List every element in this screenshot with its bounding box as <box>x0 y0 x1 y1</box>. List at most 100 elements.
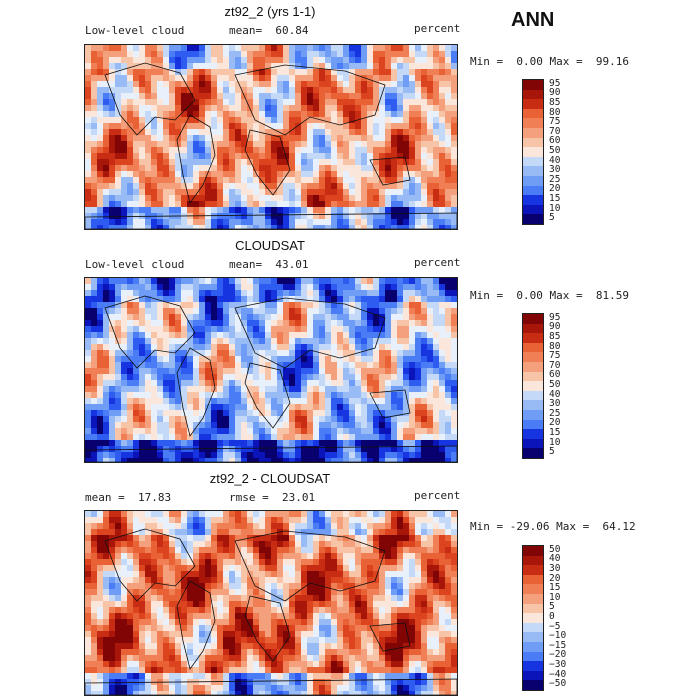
global-map <box>84 277 458 463</box>
colorbar-tick-label: 20 <box>549 417 561 429</box>
colorbar-tick-label: 25 <box>549 173 561 185</box>
colorbar-swatch <box>523 641 543 652</box>
colorbar-tick-label: 5 <box>549 446 555 458</box>
units-label: percent <box>414 256 461 269</box>
coastline <box>104 62 196 136</box>
colorbar-tick-label: 30 <box>549 398 561 410</box>
colorbar-tick-label: −5 <box>549 620 561 632</box>
colorbar-swatch <box>523 333 543 343</box>
colorbar-swatch <box>523 89 543 100</box>
variable-label: Low-level cloud <box>85 24 185 37</box>
colorbar-tick-label: −50 <box>549 678 567 690</box>
colorbar-tick-label: 5 <box>549 601 555 613</box>
colorbar-swatch <box>523 400 543 410</box>
mean-label: mean= 60.84 <box>229 24 309 37</box>
colorbar-tick-label: 15 <box>549 427 561 438</box>
global-map <box>84 44 458 230</box>
colorbar-swatch <box>523 409 543 420</box>
coastline <box>244 362 291 429</box>
colorbar-swatch <box>523 147 543 157</box>
min-max-readout: Min = 0.00 Max = 99.16 <box>470 55 629 68</box>
colorbar-tick-label: 40 <box>549 154 561 166</box>
colorbar-tick-label: 20 <box>549 183 561 195</box>
colorbar-swatch <box>523 137 543 148</box>
colorbar-swatch <box>523 555 543 566</box>
coastline <box>244 595 291 662</box>
coastline <box>104 295 196 369</box>
map-field <box>85 278 457 462</box>
colorbar-swatch <box>523 185 543 196</box>
map-field <box>85 45 457 229</box>
colorbar-tick-label: −30 <box>549 659 567 670</box>
colorbar-swatch <box>523 371 543 382</box>
colorbar-swatch <box>523 314 543 324</box>
colorbar-swatch <box>523 175 543 186</box>
colorbar-tick-label: 25 <box>549 407 561 419</box>
mean-label: mean = 17.83 <box>85 491 172 504</box>
colorbar-swatch <box>523 613 543 623</box>
colorbar-swatch <box>523 448 543 458</box>
colorbar-tick-label: 70 <box>549 359 561 371</box>
colorbar-swatch <box>523 661 543 671</box>
colorbar-tick-label: 5 <box>549 212 555 224</box>
variable-label: Low-level cloud <box>85 258 185 271</box>
colorbar-swatch <box>523 342 543 353</box>
colorbar-tick-label: −10 <box>549 630 567 642</box>
colorbar-tick-label: 10 <box>549 202 561 214</box>
min-max-readout: Min = -29.06 Max = 64.12 <box>470 520 636 533</box>
rmse-label: rmse = 23.01 <box>229 491 316 504</box>
panel-title: CLOUDSAT <box>235 238 305 253</box>
colorbar-swatch <box>523 390 543 401</box>
colorbar-tick-label: 50 <box>549 145 561 156</box>
mean-label: mean= 43.01 <box>229 258 309 271</box>
colorbar-swatch <box>523 670 543 681</box>
colorbar-tick-label: 70 <box>549 125 561 137</box>
coastline <box>234 530 386 602</box>
colorbar-tick-label: 95 <box>549 77 561 89</box>
colorbar-tick-label: 60 <box>549 369 561 381</box>
colorbar-swatch <box>523 622 543 633</box>
colorbar <box>522 313 544 459</box>
coastline <box>176 347 216 437</box>
coastline <box>176 580 216 670</box>
colorbar-ticks: 95 90 85 80 75 70 60 50 40 30 25 20 15 10 5 <box>549 77 589 224</box>
colorbar-swatch <box>523 632 543 642</box>
coastline <box>104 528 196 602</box>
colorbar-tick-label: 10 <box>549 591 561 603</box>
panel-title: zt92_2 - CLOUDSAT <box>209 471 331 486</box>
colorbar-swatch <box>523 323 543 334</box>
colorbar-tick-label: 75 <box>549 350 561 362</box>
colorbar-swatch <box>523 593 543 604</box>
colorbar-swatch <box>523 156 543 167</box>
min-max-readout: Min = 0.00 Max = 81.59 <box>470 289 629 302</box>
units-label: percent <box>414 489 461 502</box>
colorbar-tick-label: 0 <box>549 611 555 622</box>
colorbar-swatch <box>523 419 543 430</box>
colorbar-swatch <box>523 108 543 119</box>
colorbar-swatch <box>523 680 543 690</box>
colorbar-tick-label: 50 <box>549 543 561 555</box>
colorbar-ticks: 95 90 85 80 75 70 60 50 40 30 25 20 15 10 5 <box>549 311 589 458</box>
colorbar-tick-label: 80 <box>549 340 561 352</box>
colorbar-tick-label: 90 <box>549 321 561 333</box>
colorbar-swatch <box>523 574 543 585</box>
colorbar-swatch <box>523 438 543 449</box>
colorbar-swatch <box>523 381 543 391</box>
coastline <box>85 445 457 462</box>
colorbar-swatch <box>523 127 543 138</box>
colorbar <box>522 545 544 691</box>
colorbar-tick-label: 95 <box>549 311 561 323</box>
coastline <box>234 297 386 369</box>
coastline <box>369 156 411 186</box>
colorbar-swatch <box>523 204 543 215</box>
coastline <box>369 622 411 652</box>
colorbar-tick-label: 50 <box>549 379 561 390</box>
coastline <box>244 129 291 196</box>
colorbar-tick-label: 20 <box>549 572 561 584</box>
coastline <box>85 678 457 695</box>
colorbar-swatch <box>523 214 543 224</box>
colorbar-swatch <box>523 166 543 176</box>
colorbar-swatch <box>523 603 543 614</box>
colorbar <box>522 79 544 225</box>
colorbar-swatch <box>523 584 543 594</box>
